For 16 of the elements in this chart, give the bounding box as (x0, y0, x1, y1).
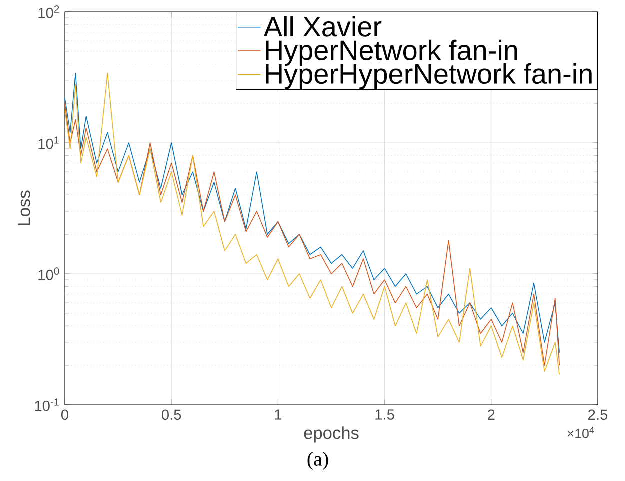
y-tick-label: 10$^{0}$ (38, 268, 60, 280)
text: (a) (308, 452, 328, 470)
text: ×10$^{4}$ (568, 427, 594, 438)
y-tick-label: 10$^{2}$ (38, 6, 60, 18)
y-axis-title: Loss (18, 190, 30, 226)
x-tick-label: 0 (61, 410, 68, 420)
legend-label: HyperHyperNetwork fan-in (266, 64, 592, 90)
y-tick-label: 10$^{-1}$ (35, 398, 60, 412)
x-tick-label: 1 (275, 410, 282, 420)
x-tick-label: 2 (488, 410, 495, 420)
y-tick-label: 10$^{1}$ (38, 136, 60, 150)
x-tick-label: 1.5 (376, 410, 394, 420)
x-tick-label: 2.5 (588, 410, 608, 420)
x-axis-title: epochs (304, 426, 359, 443)
x-tick-label: 0.5 (162, 410, 182, 420)
legend-label: All Xavier (264, 16, 382, 37)
